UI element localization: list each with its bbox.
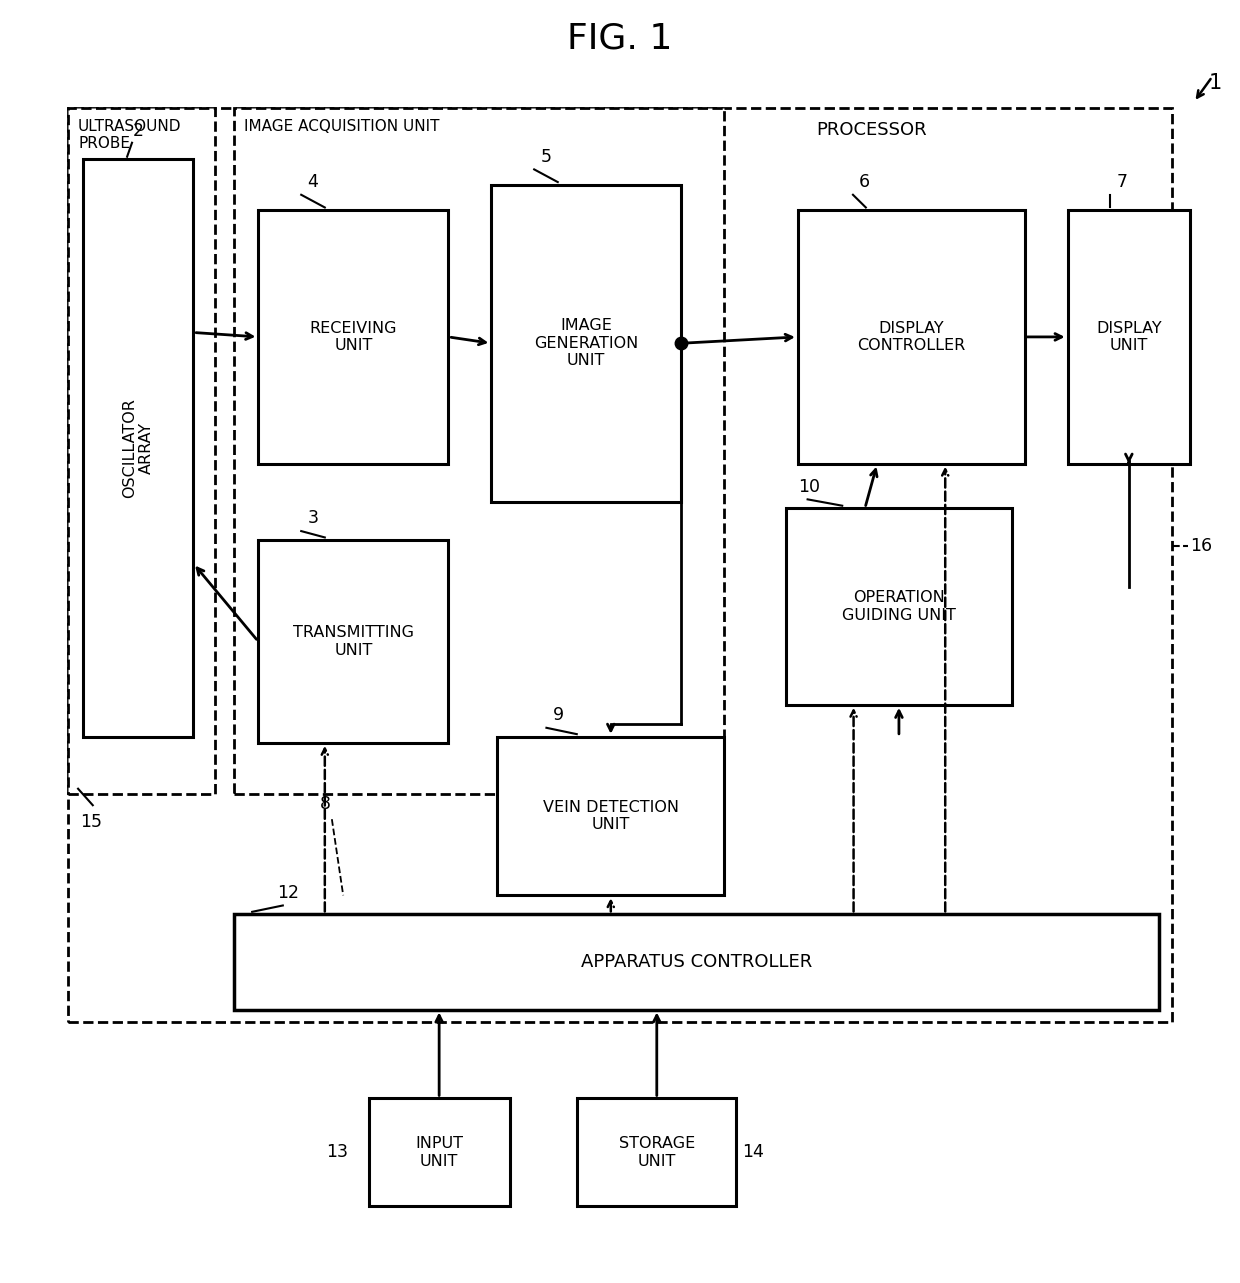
Text: IMAGE ACQUISITION UNIT: IMAGE ACQUISITION UNIT <box>243 118 439 133</box>
Text: INPUT
UNIT: INPUT UNIT <box>415 1137 464 1169</box>
Text: IMAGE
GENERATION
UNIT: IMAGE GENERATION UNIT <box>534 318 639 368</box>
Bar <box>577 1098 737 1206</box>
Bar <box>234 915 1159 1010</box>
Text: 6: 6 <box>859 173 870 191</box>
Text: TRANSMITTING
UNIT: TRANSMITTING UNIT <box>293 625 414 658</box>
Bar <box>258 210 449 464</box>
Text: 4: 4 <box>308 173 319 191</box>
Text: OSCILLATOR
ARRAY: OSCILLATOR ARRAY <box>122 398 154 498</box>
Bar <box>785 508 1012 704</box>
Bar <box>797 210 1024 464</box>
Bar <box>1068 210 1190 464</box>
Text: 7: 7 <box>1116 173 1127 191</box>
Bar <box>368 1098 510 1206</box>
Text: RECEIVING
UNIT: RECEIVING UNIT <box>310 321 397 353</box>
Text: 13: 13 <box>326 1143 347 1161</box>
Text: 15: 15 <box>81 813 103 831</box>
Text: OPERATION
GUIDING UNIT: OPERATION GUIDING UNIT <box>842 590 956 622</box>
Text: APPARATUS CONTROLLER: APPARATUS CONTROLLER <box>582 953 812 971</box>
Text: 14: 14 <box>743 1143 765 1161</box>
Text: STORAGE
UNIT: STORAGE UNIT <box>619 1137 694 1169</box>
Bar <box>491 185 681 502</box>
Text: PROCESSOR: PROCESSOR <box>816 121 926 139</box>
Text: ULTRASOUND
PROBE: ULTRASOUND PROBE <box>78 118 181 151</box>
Text: 1: 1 <box>1209 73 1221 94</box>
Text: 12: 12 <box>277 884 299 902</box>
Text: FIG. 1: FIG. 1 <box>568 22 672 55</box>
Text: VEIN DETECTION
UNIT: VEIN DETECTION UNIT <box>543 799 678 833</box>
Text: DISPLAY
UNIT: DISPLAY UNIT <box>1096 321 1162 353</box>
Text: 3: 3 <box>308 509 319 527</box>
Bar <box>68 109 1172 1023</box>
Bar <box>258 540 449 743</box>
Bar <box>497 736 724 896</box>
Text: DISPLAY
CONTROLLER: DISPLAY CONTROLLER <box>857 321 965 353</box>
Bar <box>234 109 724 794</box>
Text: 5: 5 <box>541 148 552 166</box>
Text: 10: 10 <box>797 477 820 495</box>
Text: 9: 9 <box>553 706 564 724</box>
Bar <box>68 109 216 794</box>
Text: 16: 16 <box>1190 538 1213 556</box>
Text: 2: 2 <box>133 122 144 140</box>
Bar <box>83 159 193 736</box>
Text: 8: 8 <box>320 795 331 813</box>
